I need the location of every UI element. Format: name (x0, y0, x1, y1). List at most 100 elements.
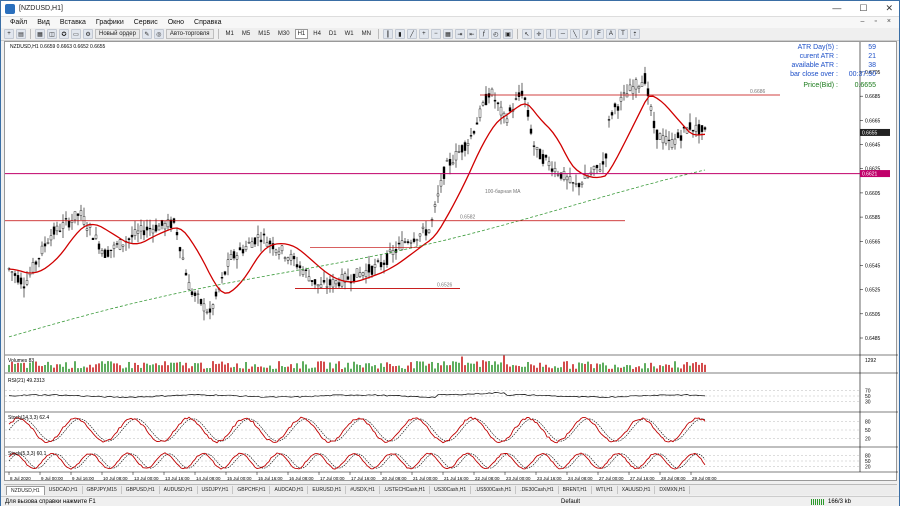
menu-window[interactable]: Окно (167, 19, 185, 26)
zoom-out-icon[interactable]: − (430, 29, 441, 39)
timeframe-mn[interactable]: MN (361, 31, 371, 37)
date-tick-label: 27 Jul 16:00 (630, 476, 655, 481)
tab-xauusd[interactable]: XAUUSD,H1 (618, 486, 656, 494)
tab-audusd[interactable]: AUDUSD,H1 (160, 486, 198, 494)
tab-nzdusd[interactable]: NZDUSD,H1 (6, 485, 45, 495)
candle-body (385, 253, 389, 265)
tab-gbpusd[interactable]: GBPUSD,H1 (122, 486, 160, 494)
tab-audcad[interactable]: AUDCAD,H1 (270, 486, 309, 494)
line-chart-icon[interactable]: ╱ (406, 29, 417, 39)
tab-ustech[interactable]: .USTECHCash,H1 (380, 486, 431, 494)
menu-file[interactable]: Файл (10, 19, 28, 26)
red-level-tag-bg (860, 170, 890, 178)
close-icon[interactable]: ✕ (885, 3, 893, 13)
timeframe-m5[interactable]: M5 (241, 31, 251, 37)
horizontal-line-icon[interactable]: ─ (557, 29, 568, 39)
timeframe-h4[interactable]: H4 (313, 31, 321, 37)
trendline-icon[interactable]: ╲ (569, 29, 580, 39)
tab-brent[interactable]: BRENT,H1 (559, 486, 592, 494)
menu-view[interactable]: Вид (37, 19, 50, 26)
level-label: 0.6582 (460, 215, 476, 221)
price-bid-value: 0.6655 (854, 82, 876, 89)
status-hint: Для вызова справки нажмите F1 (5, 498, 96, 505)
candle-body (145, 226, 149, 231)
tester-icon[interactable]: ⚙ (83, 29, 93, 39)
tab-usdcad[interactable]: USDCAD,H1 (45, 486, 83, 494)
periods-icon[interactable]: ◴ (490, 29, 501, 39)
arrows-icon[interactable]: ⇡ (629, 29, 640, 39)
auto-trading-button[interactable]: Авто-торговля (165, 29, 214, 39)
templates-icon[interactable]: ▣ (502, 29, 513, 39)
stoch2-label: Stoch(5,3,3) 60.1 (8, 451, 47, 457)
tab-usdx[interactable]: #USDX,H1 (346, 486, 380, 494)
atr-value: 00:37:50 (848, 71, 876, 78)
chart-window[interactable]: 0.6705 0.6685 0.6665 0.6645 0.6625 0.6605 0.65… (4, 41, 898, 482)
timeframe-m30[interactable]: M30 (277, 31, 290, 37)
zoom-in-icon[interactable]: + (418, 29, 429, 39)
minimize-icon[interactable]: — (832, 3, 842, 13)
signals-icon[interactable]: ◎ (153, 29, 164, 39)
timeframe-m15[interactable]: M15 (258, 31, 270, 37)
new-chart-icon[interactable]: + (4, 29, 14, 39)
navigator-icon[interactable]: ✪ (59, 29, 69, 39)
new-order-button[interactable]: Новый ордер (95, 29, 140, 39)
tile-icon[interactable]: ▦ (442, 29, 453, 39)
vertical-line-icon[interactable]: │ (545, 29, 556, 39)
candle-chart-icon[interactable]: ▮ (394, 29, 405, 39)
tab-wti[interactable]: WTI,H1 (592, 486, 618, 494)
channel-icon[interactable]: ⫽ (581, 29, 592, 39)
cursor-icon[interactable]: ↖ (521, 29, 532, 39)
timeframe-m1[interactable]: M1 (225, 31, 234, 37)
candle-body (175, 231, 179, 236)
candle-body (649, 106, 653, 111)
menu-charts[interactable]: Графики (95, 19, 124, 26)
chart-shift-icon[interactable]: ⇤ (466, 29, 477, 39)
date-tick-label: 21 Jul 00:00 (413, 476, 438, 481)
indicators-icon[interactable]: ƒ (478, 29, 489, 39)
tab-usdjpy[interactable]: USDJPY,H1 (198, 486, 234, 494)
toolbar-separator (377, 29, 379, 39)
tab-de30[interactable]: .DE30Cash,H1 (516, 486, 559, 494)
timeframe-d1[interactable]: D1 (328, 31, 337, 37)
candle-body (187, 282, 191, 290)
menu-help[interactable]: Справка (194, 19, 222, 26)
app-icon (5, 3, 15, 14)
crosshair-icon[interactable]: ✛ (533, 29, 544, 39)
chart-minimize-icon[interactable]: – (860, 18, 865, 25)
text-icon[interactable]: A (605, 29, 616, 39)
menu-tools[interactable]: Сервис (133, 19, 158, 26)
tab-dxmxn[interactable]: DXMXN,H1 (655, 486, 691, 494)
tab-gbpchf[interactable]: GBPCHF,H1 (233, 486, 271, 494)
metaeditor-icon[interactable]: ✎ (141, 29, 152, 39)
bar-chart-icon[interactable]: ┃ (382, 29, 393, 39)
menu-bar: Файл Вид Вставка Графики Сервис Окно Спр… (1, 17, 899, 28)
chart-close-icon[interactable]: × (886, 18, 891, 25)
data-window-icon[interactable]: ◫ (47, 29, 57, 39)
stoch2-signal (8, 453, 706, 469)
chart-restore-icon[interactable]: ▫ (874, 18, 877, 25)
timeframe-h1[interactable]: H1 (294, 29, 309, 39)
tab-us500[interactable]: .US500Cash,H1 (471, 486, 517, 494)
price-tick-label: 0.6685 (865, 94, 881, 100)
fibo-icon[interactable]: F (593, 29, 604, 39)
terminal-icon[interactable]: ▭ (71, 29, 81, 39)
maximize-icon[interactable]: ☐ (859, 3, 868, 13)
timeframe-w1[interactable]: W1 (344, 31, 354, 37)
candle-body (688, 122, 692, 130)
tab-eurusd[interactable]: EURUSD,H1 (308, 486, 347, 494)
label-icon[interactable]: T (617, 29, 628, 39)
candle-body (532, 145, 536, 147)
candle-body (574, 183, 578, 185)
market-watch-icon[interactable]: ▦ (35, 29, 45, 39)
menu-insert[interactable]: Вставка (59, 19, 86, 26)
price-chart[interactable]: 0.6705 0.6685 0.6665 0.6645 0.6625 0.6605 0.65… (5, 42, 898, 482)
candle-body (178, 247, 182, 252)
profiles-icon[interactable]: ▤ (16, 29, 26, 39)
autoscroll-icon[interactable]: ⇥ (454, 29, 465, 39)
tab-us30[interactable]: US30Cash,H1 (430, 486, 472, 494)
rsi-tick-label: 70 (865, 388, 871, 394)
candle-body (280, 245, 284, 252)
tab-gbpjpy[interactable]: GBPJPY,M15 (83, 486, 122, 494)
candle-body (154, 224, 158, 232)
atr-value: 59 (868, 44, 876, 51)
